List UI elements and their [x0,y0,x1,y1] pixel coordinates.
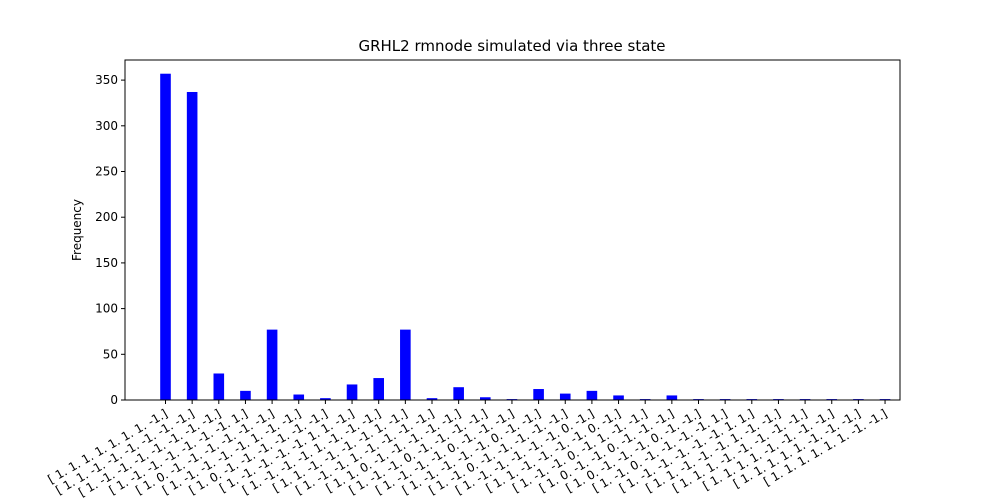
bar-11 [453,387,464,400]
bar-8 [373,378,384,400]
bar-3 [240,390,251,400]
bar-5 [293,394,305,400]
bar-7 [346,384,358,400]
y-tick-label: 150 [95,256,118,270]
y-tick-label: 200 [95,210,118,224]
bar-9 [400,329,411,400]
y-tick-label: 300 [95,119,118,133]
bar-1 [186,91,198,401]
y-tick-label: 350 [95,73,118,87]
bar-19 [666,395,678,400]
bar-14 [533,389,544,400]
bar-4 [266,329,278,400]
bars-group [160,73,891,401]
y-tick-label: 250 [95,165,118,179]
y-axis-label: Frequency [70,199,84,261]
plot-frame [124,59,901,401]
bar-12 [480,397,491,400]
y-axis-ticks: 0 50 100 150 200 250 300 350 [95,73,125,407]
bar-16 [586,390,598,400]
bar-17 [613,395,624,400]
x-axis-ticks: [ 1. 1. 1. 1. 1. 1. 1. -1.][ 1. 1. -1. -… [45,400,890,499]
y-tick-label: 100 [95,302,118,316]
bar-0 [160,73,171,401]
bar-10 [426,398,438,400]
bar-6 [320,398,331,400]
bar-2 [213,373,225,400]
chart-title: GRHL2 rmnode simulated via three state [358,37,665,55]
bar-15 [559,393,571,400]
y-tick-label: 50 [103,347,118,361]
y-tick-label: 0 [110,393,118,407]
